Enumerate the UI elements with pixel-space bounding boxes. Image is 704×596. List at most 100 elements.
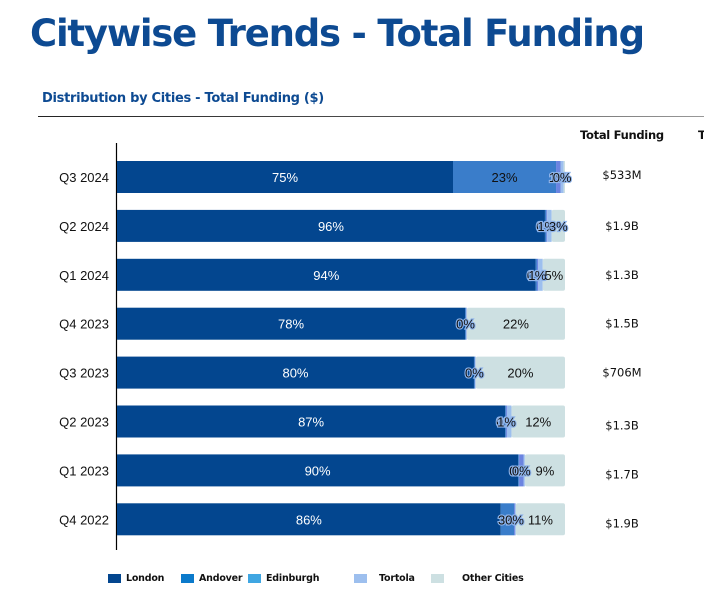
bar-segment-andover bbox=[465, 307, 466, 340]
bar-segment-tortola bbox=[538, 258, 543, 291]
category-label: Q2 2024 bbox=[59, 219, 109, 234]
bar-segment-andover bbox=[505, 405, 507, 438]
bar-segment-other-cities bbox=[542, 258, 565, 291]
bar-segment-tortola bbox=[547, 209, 552, 242]
data-label: 0% bbox=[456, 317, 475, 332]
bar-segment-edinburgh bbox=[546, 209, 548, 242]
category-label: Q1 2023 bbox=[59, 463, 109, 478]
data-label: 20% bbox=[507, 366, 533, 381]
bar-segment-edinburgh bbox=[506, 405, 507, 438]
chart-subtitle: Distribution by Cities - Total Funding (… bbox=[42, 91, 324, 106]
data-label: 1% bbox=[549, 170, 568, 185]
bar-segment-other-cities bbox=[563, 161, 565, 193]
total-funding-value: $1.9B bbox=[605, 219, 639, 233]
bar-segment-other-cities bbox=[515, 503, 565, 536]
data-label: 0% bbox=[536, 219, 555, 234]
category-label: Q1 2024 bbox=[59, 268, 109, 283]
bar-segment-edinburgh bbox=[556, 161, 561, 193]
data-label: 94% bbox=[313, 268, 339, 283]
data-label: 12% bbox=[525, 415, 551, 430]
bar-segment-edinburgh bbox=[536, 258, 539, 291]
legend-item-andover: Andover bbox=[181, 573, 243, 584]
legend-swatch bbox=[108, 574, 121, 583]
data-label: 78% bbox=[278, 317, 304, 332]
total-funding-value: $1.7B bbox=[605, 467, 639, 481]
category-label: Q4 2022 bbox=[59, 512, 109, 527]
total-funding-column-header: Total Funding bbox=[580, 128, 664, 142]
legend-item-london: London bbox=[108, 573, 164, 584]
data-label: 5% bbox=[544, 268, 563, 283]
data-label: 90% bbox=[305, 463, 331, 478]
data-label: 96% bbox=[318, 219, 344, 234]
total-funding-value: $1.9B bbox=[605, 516, 639, 530]
bar-segment-london bbox=[117, 258, 536, 291]
bar-segment-other-cities bbox=[511, 405, 565, 438]
bar-segment-london bbox=[117, 503, 501, 536]
data-label: 80% bbox=[282, 366, 308, 381]
legend-swatch bbox=[431, 574, 444, 583]
legend-label: Andover bbox=[199, 573, 243, 584]
total-funding-value: $706M bbox=[602, 366, 641, 380]
total-funding-value: $533M bbox=[602, 168, 641, 182]
data-label: 3% bbox=[549, 219, 568, 234]
data-label: % bbox=[535, 268, 547, 283]
total-funding-value: $1.5B bbox=[605, 317, 639, 331]
data-label: 1% bbox=[497, 415, 516, 430]
bar-segment-andover bbox=[535, 258, 537, 291]
bar-segment-tortola bbox=[506, 405, 512, 438]
bar-segment-london bbox=[117, 209, 545, 242]
legend-label: Tortola bbox=[379, 573, 415, 584]
page-title: Citywise Trends - Total Funding bbox=[30, 12, 645, 55]
bar-segment-andover bbox=[473, 356, 475, 389]
total-funding-value: $1.3B bbox=[605, 268, 639, 282]
bar-segment-andover bbox=[500, 503, 515, 536]
bar-segment-london bbox=[117, 161, 453, 193]
bar-segment-london bbox=[117, 356, 474, 389]
data-label: 0% bbox=[465, 366, 484, 381]
bar-segment-tortola bbox=[523, 454, 525, 487]
category-label: Q3 2023 bbox=[59, 366, 109, 381]
bar-segment-tortola bbox=[515, 503, 516, 536]
bar-segment-london bbox=[117, 405, 506, 438]
bar-segment-tortola bbox=[560, 161, 564, 193]
bar-segment-edinburgh bbox=[519, 454, 524, 487]
legend-label: Other Cities bbox=[462, 573, 524, 584]
chart-legend: London Andover Edinburgh Tortola Other Citie… bbox=[0, 573, 704, 589]
data-label: 0% bbox=[553, 170, 572, 185]
data-label: 3% bbox=[498, 512, 517, 527]
data-label: 0% bbox=[509, 463, 528, 478]
data-label: 1% bbox=[528, 268, 547, 283]
category-label: Q3 2024 bbox=[59, 170, 109, 185]
legend-item-edinburgh: Edinburgh bbox=[248, 573, 320, 584]
legend-swatch bbox=[181, 574, 194, 583]
bar-segment-edinburgh bbox=[514, 503, 516, 536]
bar-segment-london bbox=[117, 454, 519, 487]
data-label: 0% bbox=[527, 268, 546, 283]
bar-segment-andover bbox=[518, 454, 520, 487]
legend-swatch bbox=[248, 574, 261, 583]
data-label: 0% bbox=[512, 463, 531, 478]
truncated-column-header: T bbox=[698, 128, 704, 142]
data-label: 22% bbox=[503, 317, 529, 332]
bar-segment-london bbox=[117, 307, 466, 340]
data-label: 1% bbox=[537, 219, 556, 234]
bar-segment-other-cities bbox=[551, 209, 565, 242]
category-label: Q2 2023 bbox=[59, 415, 109, 430]
data-label: 86% bbox=[296, 512, 322, 527]
bar-segment-other-cities bbox=[475, 356, 565, 389]
total-funding-value: $1.3B bbox=[605, 419, 639, 433]
legend-item-other-cities: Other Cities bbox=[431, 573, 524, 584]
data-label: 9% bbox=[536, 463, 555, 478]
category-label: Q4 2023 bbox=[59, 317, 109, 332]
data-label: 0% bbox=[496, 415, 515, 430]
legend-item-tortola: Tortola bbox=[354, 573, 415, 584]
bar-segment-other-cities bbox=[524, 454, 565, 487]
data-label: 11% bbox=[528, 512, 553, 527]
legend-label: London bbox=[126, 573, 165, 584]
data-label: 87% bbox=[298, 415, 324, 430]
bar-segment-other-cities bbox=[466, 307, 565, 340]
bar-segment-andover bbox=[453, 161, 557, 193]
data-label: 0% bbox=[505, 512, 524, 527]
legend-label: Edinburgh bbox=[266, 573, 320, 584]
